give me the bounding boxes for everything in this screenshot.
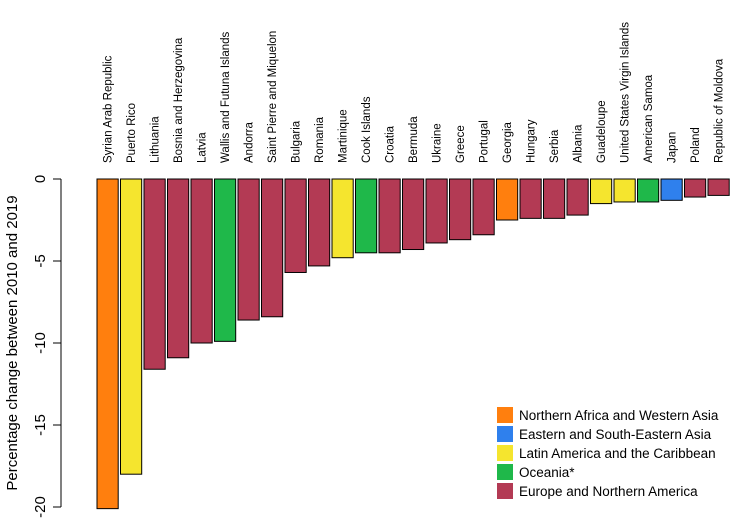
bar xyxy=(378,178,401,254)
bar xyxy=(590,178,613,205)
bar xyxy=(613,178,636,203)
category-label: Japan xyxy=(667,132,679,163)
y-tick-label: 0 xyxy=(32,175,49,183)
legend-label: Eastern and South-Eastern Asia xyxy=(519,427,712,442)
bar xyxy=(261,178,284,318)
bar xyxy=(214,178,237,342)
bar xyxy=(472,178,495,236)
category-label: Latvia xyxy=(197,132,209,163)
category-label: Bermuda xyxy=(408,116,420,163)
category-label: Romania xyxy=(314,116,326,163)
category-label: Ukraine xyxy=(432,123,444,163)
category-label: Georgia xyxy=(502,121,514,163)
category-label: Andorra xyxy=(244,121,256,163)
bar xyxy=(449,178,472,241)
bar xyxy=(331,178,354,259)
bar xyxy=(284,178,307,273)
category-label: Bosnia and Herzegovina xyxy=(173,37,185,163)
bar xyxy=(519,178,542,219)
category-label: Hungary xyxy=(526,119,538,163)
category-label: Republic of Moldova xyxy=(714,58,726,163)
legend: Northern Africa and Western Asia Eastern … xyxy=(497,407,719,499)
y-axis: 0 -5 -10 -15 -20 xyxy=(32,175,62,518)
category-label: Bulgaria xyxy=(291,120,303,163)
bar xyxy=(120,178,143,475)
category-label: United States Virgin Islands xyxy=(620,22,632,163)
legend-swatch xyxy=(497,407,513,423)
bar xyxy=(143,178,166,370)
y-tick-label: -10 xyxy=(32,332,49,354)
y-axis-label: Percentage change between 2010 and 2019 xyxy=(4,195,21,490)
category-label: Puerto Rico xyxy=(126,103,138,163)
y-tick-label: -15 xyxy=(32,414,49,436)
legend-label: Oceania* xyxy=(519,465,575,480)
legend-label: Europe and Northern America xyxy=(519,484,698,499)
category-label: Portugal xyxy=(479,120,491,163)
bar xyxy=(425,178,448,244)
bar xyxy=(684,178,707,198)
category-label: Wallis and Futuna Islands xyxy=(220,31,232,163)
y-tick-label: -5 xyxy=(32,254,49,267)
legend-label: Northern Africa and Western Asia xyxy=(519,408,719,423)
y-tick-label: -20 xyxy=(32,496,49,518)
category-label: Lithuania xyxy=(150,116,162,163)
bar xyxy=(167,178,190,359)
category-label: Syrian Arab Republic xyxy=(103,55,115,163)
legend-swatch xyxy=(497,483,513,499)
category-label: Croatia xyxy=(385,125,397,163)
bar xyxy=(496,178,519,221)
category-label: American Samoa xyxy=(643,74,655,163)
bar xyxy=(566,178,589,216)
category-label: Cook Islands xyxy=(361,96,373,163)
category-label: Poland xyxy=(690,127,702,163)
bar xyxy=(637,178,660,203)
category-label: Saint Pierre and Miquelon xyxy=(267,31,279,163)
bars xyxy=(96,178,730,510)
category-label: Martinique xyxy=(338,109,350,163)
bar xyxy=(543,178,566,219)
bar xyxy=(355,178,378,254)
category-labels: Syrian Arab Republic Puerto Rico Lithuania… xyxy=(103,22,726,163)
category-label: Serbia xyxy=(549,129,561,163)
category-label: Albania xyxy=(573,124,585,163)
bar xyxy=(190,178,213,344)
bar xyxy=(402,178,425,251)
legend-swatch xyxy=(497,445,513,461)
bar xyxy=(308,178,331,267)
category-label: Greece xyxy=(455,125,467,163)
legend-swatch xyxy=(497,426,513,442)
bar xyxy=(707,178,730,196)
legend-label: Latin America and the Caribbean xyxy=(519,446,716,461)
bar xyxy=(96,178,119,510)
bar xyxy=(660,178,683,201)
bar xyxy=(237,178,260,321)
legend-swatch xyxy=(497,464,513,480)
category-label: Guadeloupe xyxy=(596,100,608,163)
